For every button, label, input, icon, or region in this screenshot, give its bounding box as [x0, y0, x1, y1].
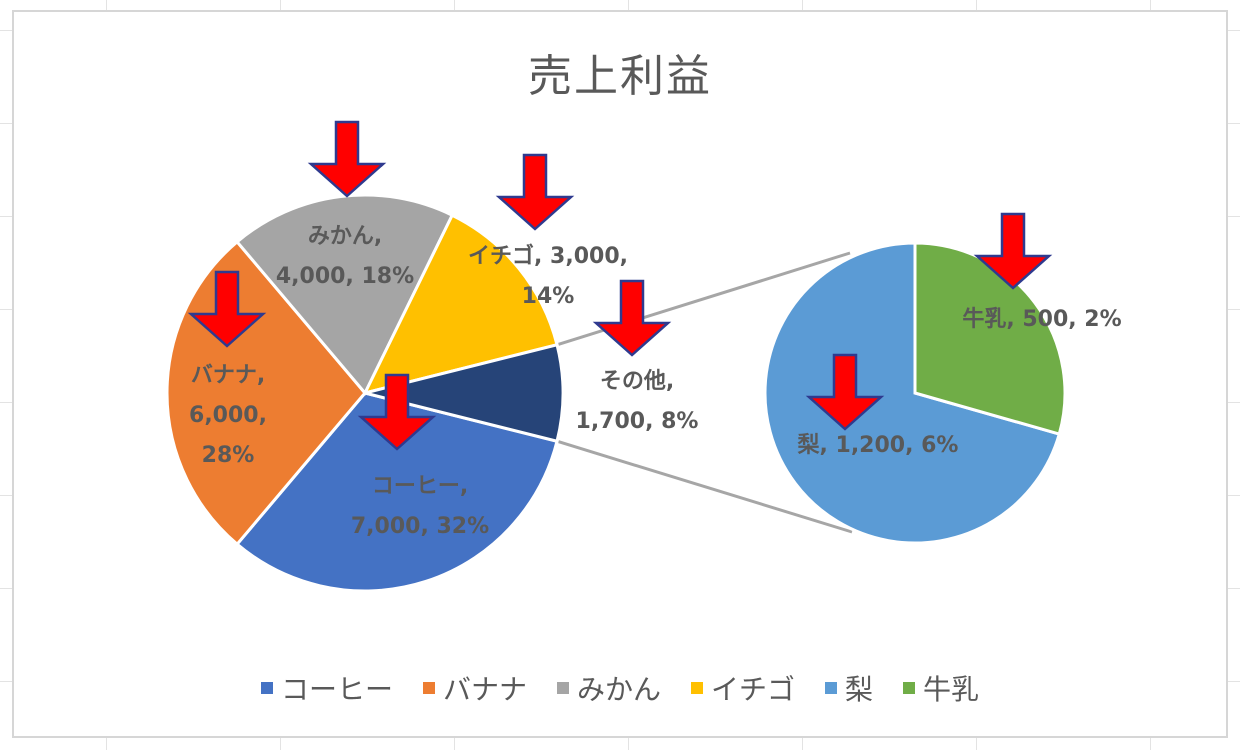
connector-line-bottom: [556, 439, 853, 534]
legend-item-コーヒー[interactable]: コーヒー: [260, 668, 393, 708]
slice-その他[interactable]: [364, 342, 565, 444]
legend-swatch-icon: [260, 682, 273, 694]
legend-item-梨[interactable]: 梨: [825, 668, 873, 708]
data-label-コーヒー: コーヒー, 7,000, 32%: [351, 474, 489, 539]
red-down-arrow-icon: [357, 373, 437, 451]
red-down-arrow-icon: [187, 270, 267, 348]
data-label-牛乳: 牛乳, 500, 2%: [962, 306, 1121, 332]
red-down-arrow-icon: [973, 212, 1053, 290]
legend-swatch-icon: [422, 682, 435, 694]
legend-label: 梨: [845, 673, 874, 706]
slice-梨[interactable]: [763, 241, 1062, 545]
data-label-イチゴ: イチゴ, 3,000, 14%: [468, 243, 628, 309]
chart-legend[interactable]: コーヒー バナナ みかん イチゴ 梨 牛乳: [0, 668, 1240, 708]
data-label-みかん: みかん, 4,000, 18%: [276, 224, 414, 289]
data-label-梨: 梨, 1,200, 6%: [798, 433, 959, 458]
legend-label: 牛乳: [923, 673, 980, 706]
red-down-arrow-icon: [592, 279, 672, 357]
legend-swatch-icon: [903, 682, 916, 694]
slice-イチゴ[interactable]: [362, 213, 559, 396]
red-down-arrow-icon: [805, 353, 885, 431]
legend-swatch-icon: [825, 682, 838, 694]
slice-牛乳[interactable]: [913, 241, 1067, 436]
legend-label: バナナ: [442, 673, 527, 706]
legend-item-牛乳[interactable]: 牛乳: [903, 668, 979, 708]
legend-label: コーヒー: [280, 673, 393, 706]
data-label-バナナ: バナナ, 6,000, 28%: [189, 363, 267, 468]
legend-item-バナナ[interactable]: バナナ: [422, 668, 527, 708]
red-down-arrow-icon: [307, 120, 387, 198]
legend-swatch-icon: [556, 682, 569, 694]
red-down-arrow-icon: [495, 153, 575, 231]
legend-item-イチゴ[interactable]: イチゴ: [691, 668, 795, 708]
slice-みかん[interactable]: [235, 193, 455, 396]
legend-item-みかん[interactable]: みかん: [556, 668, 661, 708]
slice-コーヒー[interactable]: [235, 391, 559, 593]
legend-label: イチゴ: [711, 673, 796, 706]
legend-label: みかん: [576, 673, 661, 706]
data-label-その他: その他, 1,700, 8%: [576, 369, 699, 434]
legend-swatch-icon: [691, 682, 703, 694]
chart-title: 売上利益: [528, 51, 712, 102]
